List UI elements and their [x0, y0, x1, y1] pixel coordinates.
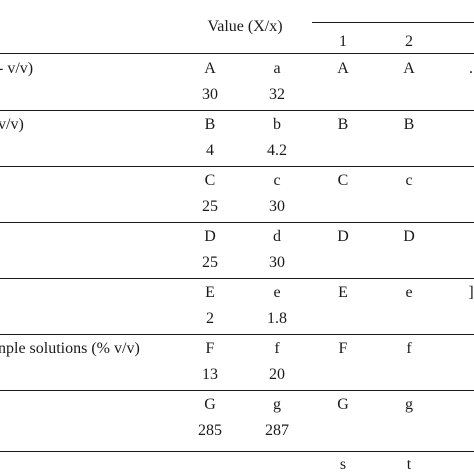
- numeric-value-2: 4.2: [267, 142, 287, 159]
- bottom-rule: [0, 451, 474, 452]
- clipped-edge-mark: .: [469, 60, 473, 77]
- row-separator: [0, 222, 474, 223]
- row-separator: [0, 334, 474, 335]
- numeric-value-2: 20: [269, 366, 285, 383]
- numeric-value-2: 1.8: [267, 310, 287, 327]
- value-lower: g: [273, 396, 281, 413]
- value-upper: C: [204, 172, 216, 189]
- row-separator: [0, 110, 474, 111]
- numeric-value-2: 30: [269, 198, 285, 215]
- col2-cell: B: [403, 116, 415, 133]
- col1-cell: D: [337, 228, 349, 245]
- numeric-value-2: 30: [269, 254, 285, 271]
- footer-t: t: [406, 456, 412, 473]
- value-group-header: Value (X/x): [207, 18, 283, 35]
- numeric-value-1: 285: [198, 422, 222, 439]
- numeric-value-1: 4: [206, 142, 214, 159]
- header-rule: [0, 53, 474, 54]
- numeric-value-1: 2: [206, 310, 214, 327]
- group-underline: [312, 22, 474, 23]
- column-header-1: 1: [339, 33, 347, 50]
- numeric-value-1: 25: [202, 254, 218, 271]
- col1-cell: B: [337, 116, 349, 133]
- col2-cell: f: [406, 340, 412, 357]
- clipped-edge-mark: ]: [468, 284, 474, 301]
- col1-cell: C: [337, 172, 349, 189]
- col1-cell: G: [337, 396, 349, 413]
- numeric-value-2: 287: [265, 422, 289, 439]
- col2-cell: e: [405, 284, 413, 301]
- numeric-value-1: 13: [202, 366, 218, 383]
- row-separator: [0, 166, 474, 167]
- value-lower: b: [273, 116, 281, 133]
- numeric-value-1: 30: [202, 86, 218, 103]
- value-upper: E: [205, 284, 215, 301]
- value-lower: f: [274, 340, 280, 357]
- col2-cell: A: [403, 60, 415, 77]
- value-upper: D: [204, 228, 216, 245]
- col2-cell: c: [405, 172, 413, 189]
- value-upper: A: [204, 60, 216, 77]
- value-lower: d: [273, 228, 281, 245]
- value-upper: G: [204, 396, 216, 413]
- numeric-value-2: 32: [269, 86, 285, 103]
- row-separator: [0, 278, 474, 279]
- footer-s: s: [339, 456, 347, 473]
- row-label: nple solutions (% v/v): [0, 340, 140, 357]
- row-label: v/v): [0, 116, 24, 133]
- col1-cell: F: [338, 340, 348, 357]
- col1-cell: A: [337, 60, 349, 77]
- row-label: - v/v): [0, 60, 34, 77]
- col1-cell: E: [338, 284, 348, 301]
- column-header-2: 2: [405, 33, 413, 50]
- value-upper: B: [204, 116, 216, 133]
- col2-cell: g: [405, 396, 413, 413]
- value-lower: e: [273, 284, 281, 301]
- col2-cell: D: [403, 228, 415, 245]
- numeric-value-1: 25: [202, 198, 218, 215]
- value-upper: F: [205, 340, 215, 357]
- row-separator: [0, 390, 474, 391]
- value-lower: a: [273, 60, 281, 77]
- value-lower: c: [273, 172, 281, 189]
